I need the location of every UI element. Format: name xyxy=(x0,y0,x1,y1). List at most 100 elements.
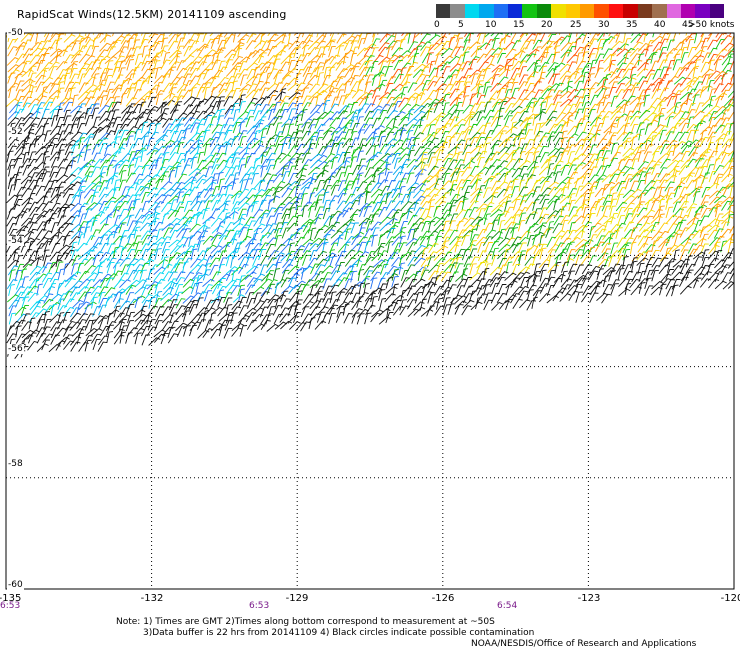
wind-barb xyxy=(715,220,724,232)
wind-barb xyxy=(225,53,237,64)
wind-barb xyxy=(476,293,487,304)
wind-barb xyxy=(574,80,584,92)
wind-barb xyxy=(55,261,64,273)
wind-barb xyxy=(266,298,278,309)
wind-barb xyxy=(238,296,247,308)
wind-barb xyxy=(623,38,632,50)
wind-barb xyxy=(504,237,516,247)
wind-barb xyxy=(71,40,81,51)
wind-barb xyxy=(384,163,392,176)
wind-barb xyxy=(393,101,402,112)
wind-barb xyxy=(610,279,620,290)
wind-barb xyxy=(195,101,205,112)
wind-barb xyxy=(650,215,663,224)
wind-barb xyxy=(21,230,35,240)
wind-barb xyxy=(476,116,487,127)
wind-barb xyxy=(69,286,80,297)
wind-barb xyxy=(344,193,355,204)
wind-barb xyxy=(29,305,41,316)
wind-barb xyxy=(147,88,157,100)
wind-barb xyxy=(203,143,211,156)
wind-barb xyxy=(64,81,74,93)
wind-barb xyxy=(638,192,646,205)
wind-barb xyxy=(491,124,502,135)
wind-barb xyxy=(83,226,91,239)
wind-barb xyxy=(505,126,518,135)
wind-barb xyxy=(197,33,200,37)
wind-barb xyxy=(608,186,616,199)
wind-barb xyxy=(92,236,103,247)
wind-barb xyxy=(336,110,348,120)
wind-barb xyxy=(385,118,397,128)
wind-barb xyxy=(610,283,619,295)
wind-barb xyxy=(462,209,472,220)
wind-barb xyxy=(680,122,690,134)
wind-barb xyxy=(496,276,506,288)
wind-barb xyxy=(581,168,593,178)
wind-barb xyxy=(202,235,215,245)
wind-barb xyxy=(644,186,656,196)
wind-barb xyxy=(671,229,683,239)
wind-barb xyxy=(85,33,91,43)
wind-barb xyxy=(364,137,376,147)
wind-barb xyxy=(413,236,425,246)
wind-barb xyxy=(148,178,156,190)
wind-barb xyxy=(372,170,380,183)
wind-barb xyxy=(35,202,47,213)
wind-barb xyxy=(196,118,207,129)
wind-barb xyxy=(118,235,127,247)
wind-barb xyxy=(385,138,398,148)
wind-barb xyxy=(308,192,316,205)
wind-barb xyxy=(692,129,699,142)
wind-barb xyxy=(616,124,628,134)
wind-barb xyxy=(553,36,566,45)
wind-barb xyxy=(391,33,395,37)
wind-barb xyxy=(127,151,136,163)
wind-barb xyxy=(713,55,724,66)
wind-barb xyxy=(560,205,567,218)
wind-barb xyxy=(99,159,111,170)
wind-barb xyxy=(76,319,87,330)
wind-barb xyxy=(448,36,456,49)
wind-barb xyxy=(141,334,150,346)
wind-barb xyxy=(539,108,547,121)
wind-barb xyxy=(357,37,366,50)
wind-barb xyxy=(20,102,31,113)
wind-barb xyxy=(708,190,722,199)
wind-barb xyxy=(176,236,188,246)
wind-barb xyxy=(498,243,511,253)
wind-barb xyxy=(323,285,333,297)
wind-barb xyxy=(118,314,131,323)
wind-barb xyxy=(513,50,526,59)
wind-barb xyxy=(113,61,122,73)
wind-barb xyxy=(554,112,566,122)
wind-barb xyxy=(246,277,258,288)
wind-barb xyxy=(218,273,231,282)
wind-barb xyxy=(580,66,590,78)
wind-barb xyxy=(321,84,335,94)
wind-barb xyxy=(692,65,700,78)
wind-barb xyxy=(29,172,39,183)
wind-barb xyxy=(161,73,171,84)
wind-barb xyxy=(475,191,483,204)
wind-barb xyxy=(7,64,20,73)
wind-barb xyxy=(342,303,350,316)
wind-barb xyxy=(447,159,458,170)
wind-barb xyxy=(378,109,388,121)
wind-barb xyxy=(483,213,491,226)
wind-barb xyxy=(146,326,158,337)
wind-barb xyxy=(301,39,314,50)
wind-barb xyxy=(715,176,723,189)
wind-barb xyxy=(720,221,730,233)
wind-barb xyxy=(322,130,333,141)
wind-barb xyxy=(644,45,653,57)
wind-barb xyxy=(609,53,617,66)
wind-barb xyxy=(436,297,443,310)
wind-barb xyxy=(141,95,151,107)
wind-barb xyxy=(41,108,50,120)
wind-barb xyxy=(462,81,471,93)
wind-barb xyxy=(336,68,348,78)
wind-barb xyxy=(113,328,125,339)
wind-barb xyxy=(475,132,486,143)
wind-barb xyxy=(237,44,244,57)
